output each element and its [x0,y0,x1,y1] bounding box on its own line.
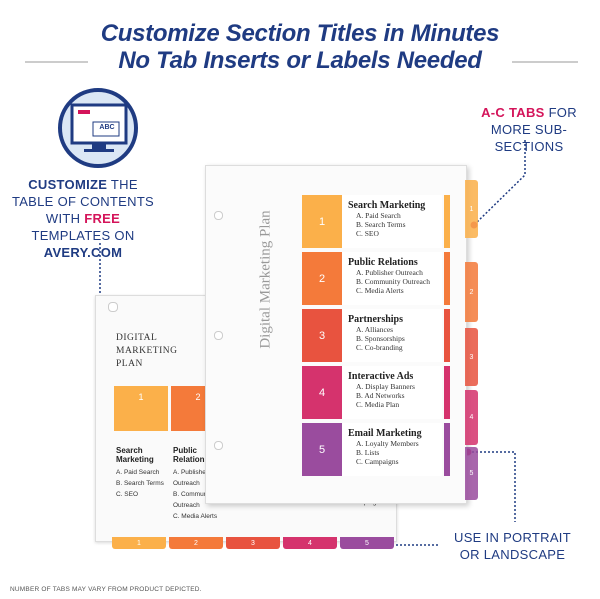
headline: No Tab Inserts or Labels Needed [118,47,482,74]
section-number: 5 [302,423,342,476]
column-item: A. Publisher Outreach [173,469,209,487]
section-body: Partnerships A. Alliances B. Sponsorships C… [342,309,442,362]
section-body: Interactive Ads A. Display Banners B. Ad N… [342,366,442,419]
section-title: Public Relations [348,257,418,268]
callout-bold: A-C TABS [481,105,545,120]
column-item: C. SEO [116,491,139,498]
section-item: B. Community Outreach [356,277,430,286]
section-item: B. Sponsorships [356,334,405,343]
section-edge [444,252,450,305]
callout-bold: AVERY.COM [43,245,123,260]
section-block: 3 Partnerships A. Alliances B. Sponsorships… [302,309,450,362]
section-number: 4 [302,366,342,419]
callout-text: THE TABLE OF CONTENTS WITH [11,177,155,226]
section-item: C. Media Plan [356,400,400,409]
section-item: B. Ad Networks [356,391,405,400]
section-title: Email Marketing [348,428,422,439]
column-item: A. Paid Search [116,469,160,476]
section-edge [444,195,450,248]
section-body: Search Marketing A. Paid Search B. Search … [342,195,442,248]
side-tab: 5 [465,447,478,500]
callout-text: USE IN PORTRAIT [454,530,571,545]
column-item: C. Media Alerts [173,513,218,520]
column-title: Public Relations [173,446,210,464]
section-item: C. Campaigns [356,457,399,466]
section-block: 4 Interactive Ads A. Display Banners B. Ad … [302,366,450,419]
section-item: A. Loyalty Members [356,439,419,448]
section-edge [444,366,450,419]
section-item: C. SEO [356,229,379,238]
portrait-title: Digital Marketing Plan [257,210,274,349]
column-text: Search Marketing A. Paid Search B. Search … [116,446,170,500]
callout-bold: CUSTOMIZE [28,177,108,192]
section-item: C. Media Alerts [356,286,404,295]
column-title: Search Marketing [116,446,154,464]
section-item: C. Co-branding [356,343,403,352]
side-tab: 4 [465,390,478,445]
bottom-tab: 4 [283,537,337,549]
callout-bottom-right: USE IN PORTRAIT OR LANDSCAPE [450,529,575,563]
footnote: NUMBER OF TABS MAY VARY FROM PRODUCT DEP… [10,586,202,593]
section-title: Partnerships [348,314,403,325]
callout-left: CUSTOMIZE THE TABLE OF CONTENTS WITH FRE… [8,176,158,261]
callout-bold: FREE [84,211,121,226]
section-item: B. Search Terms [356,220,406,229]
callout-text: OR LANDSCAPE [459,547,566,562]
column-item: B. Community Outreach [173,491,214,509]
section-title: Interactive Ads [348,371,414,382]
section-item: A. Display Banners [356,382,415,391]
section-edge [444,309,450,362]
side-tab: 3 [465,328,478,386]
section-item: A. Paid Search [356,211,401,220]
callout-top-right: A-C TABS FOR MORE SUB- SECTIONS [470,104,588,155]
column-text: Public Relations A. Publisher Outreach B. … [173,446,227,522]
bottom-tab: 3 [226,537,280,549]
callout-text: FOR MORE SUB- SECTIONS [490,105,577,154]
section-block: 1 Search Marketing A. Paid Search B. Search… [302,195,450,248]
side-tab: 2 [465,262,478,322]
headline: Customize Section Titles in Minutes [100,20,500,47]
section-edge [444,423,450,476]
section-number: 1 [302,195,342,248]
section-item: A. Publisher Outreach [356,268,423,277]
callout-text: TEMPLATES ON [31,228,135,243]
icon-text: ABC [99,124,115,131]
section-title: Search Marketing [348,200,426,211]
bottom-tab: 5 [340,537,394,549]
column-block: 1 [114,386,168,431]
column-item: B. Search Terms [116,480,164,487]
section-block: 2 Public Relations A. Publisher Outreach B.… [302,252,450,305]
section-body: Email Marketing A. Loyalty Members B. List… [342,423,442,476]
bottom-tab: 1 [112,537,166,549]
section-number: 3 [302,309,342,362]
section-block: 5 Email Marketing A. Loyalty Members B. Lis… [302,423,450,476]
section-body: Public Relations A. Publisher Outreach B. … [342,252,442,305]
section-number: 2 [302,252,342,305]
section-item: A. Alliances [356,325,394,334]
section-item: B. Lists [356,448,380,457]
bottom-tab: 2 [169,537,223,549]
side-tab: 1 [465,180,478,238]
landscape-title: DIGITAL MARKETING PLAN [116,333,178,369]
